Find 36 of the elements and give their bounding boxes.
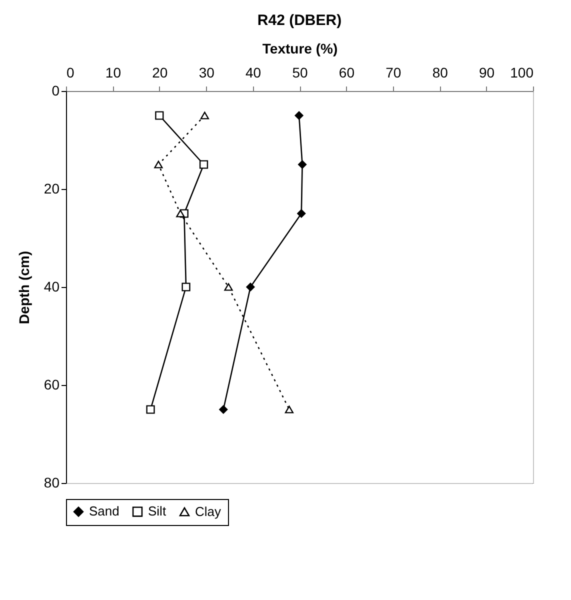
point — [155, 111, 164, 120]
x-tick-label: 50 — [292, 64, 308, 80]
point — [154, 160, 163, 168]
x-axis-title: Texture (%) — [262, 40, 338, 56]
y-axis-title: Depth (cm) — [16, 250, 32, 324]
x-tick-label: 10 — [105, 64, 122, 80]
x-tick-label: 20 — [152, 64, 168, 80]
point — [200, 112, 210, 120]
x-tick-label: 30 — [198, 64, 215, 80]
point — [298, 160, 307, 169]
y-tick-label: 60 — [44, 376, 60, 392]
point — [219, 405, 228, 414]
point — [284, 406, 294, 414]
y-tick-label: 40 — [44, 278, 60, 294]
point — [224, 283, 233, 291]
x-tick-label: 70 — [386, 64, 402, 80]
legend-label: Silt — [148, 504, 166, 519]
point — [182, 282, 190, 292]
x-tick-label: 60 — [338, 64, 355, 80]
y-tick-label: 20 — [44, 180, 60, 196]
x-tick-label: 100 — [510, 64, 534, 80]
x-tick-label: 80 — [432, 64, 448, 80]
x-tick-label: 0 — [66, 64, 74, 80]
chart-title: R42 (DBER) — [257, 12, 342, 29]
point — [294, 111, 304, 120]
point — [146, 405, 155, 414]
point — [246, 282, 255, 292]
legend-label: Clay — [195, 504, 222, 519]
point — [199, 160, 208, 169]
legend-label: Sand — [89, 504, 120, 519]
y-tick-label: 0 — [52, 82, 60, 98]
y-tick-label: 80 — [44, 474, 60, 490]
x-tick-label: 40 — [246, 64, 262, 80]
x-tick-label: 90 — [479, 64, 495, 80]
point — [176, 210, 185, 218]
point — [297, 209, 306, 218]
